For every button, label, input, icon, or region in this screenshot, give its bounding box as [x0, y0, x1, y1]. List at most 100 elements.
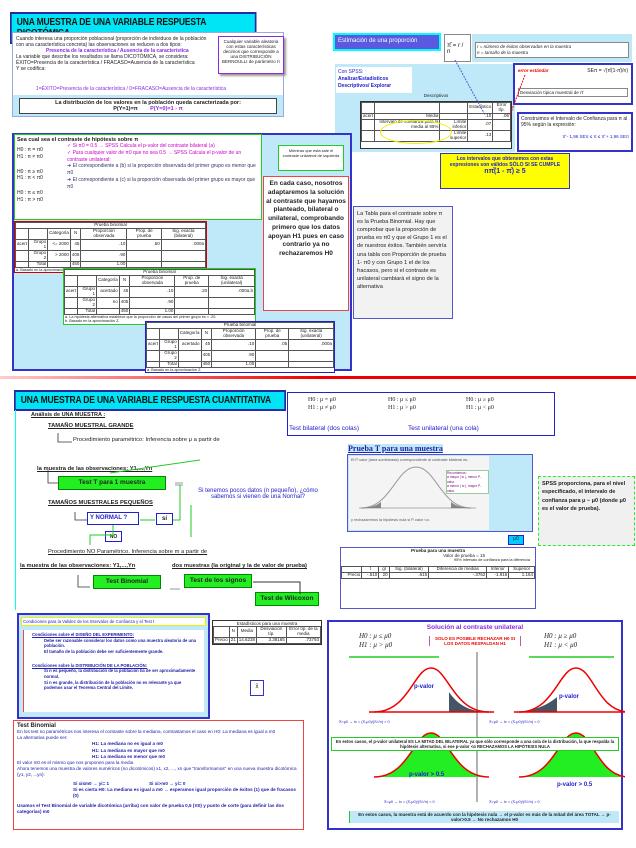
- table-cell: 1.00: [211, 360, 257, 368]
- table-cell: acert: [145, 338, 161, 351]
- binom-line: Si es cierta H0: La mediana es igual a m…: [73, 786, 296, 798]
- param-procedure: Procedimiento paramétrico: Inferencia so…: [73, 437, 220, 443]
- table-title: Prueba binomial: [15, 222, 206, 229]
- table-cell: [208, 296, 255, 309]
- hyp-title: Sea cual sea el contraste de hipótesis s…: [17, 137, 139, 143]
- hyp-left-h1: H1 : μ < μ0: [466, 405, 494, 412]
- unilateral-solution-box: Solución al contraste unilateral H0 : μ …: [327, 620, 625, 830]
- table-header: N: [69, 227, 82, 240]
- binom-rule: Si xi>m0 → yi= 0: [149, 780, 186, 786]
- xbar-label: x̄: [250, 680, 264, 696]
- table-cell: .10: [211, 338, 257, 351]
- binomial-info-box: La Tabla para el contraste sobre π es la…: [353, 206, 453, 319]
- table-cell: .20: [174, 285, 210, 298]
- table-header: Categoría: [177, 327, 202, 340]
- table-cell: [14, 249, 30, 262]
- table-row: acert Grupo 1 acertado 45.10.05.000a: [145, 338, 334, 351]
- intro-line: Cuando interesa una proporción poblacion…: [16, 36, 207, 48]
- hyp-a-h1: H1 : π ≠ π0: [17, 153, 43, 160]
- intro-line: Y se codifica:: [16, 66, 46, 72]
- table-cell: [177, 349, 202, 362]
- table-cell: .06: [492, 112, 511, 120]
- table-cell: acertado: [95, 285, 120, 298]
- mu0-label: μ0: [508, 535, 524, 545]
- two-samples: dos muestras (la original y la de valor …: [172, 563, 307, 569]
- table-cell: .615: [388, 571, 430, 579]
- table-header: Categoría: [47, 227, 71, 240]
- binom-line: La alternativa puede ser:: [17, 735, 68, 741]
- table-header: Sig. exacta (unilateral): [288, 327, 334, 340]
- table-header: [77, 274, 97, 287]
- unilateral-label: Test unilateral (una cola): [408, 425, 479, 432]
- binomial-test-button[interactable]: Test Binomial: [93, 575, 161, 589]
- table-cell: 450: [118, 307, 131, 315]
- table-header: Proporción observada: [211, 327, 257, 340]
- table-cell: .90: [211, 349, 257, 362]
- one-sample-title: Prueba para una muestra: [410, 548, 466, 553]
- table-header: Error típ. de la media: [285, 626, 322, 638]
- observations-2: la muestra de las observaciones: Y1,...,…: [20, 563, 136, 569]
- table-cell: Grupo 1: [28, 238, 49, 251]
- signs-test-button[interactable]: Test de los signos: [184, 574, 252, 588]
- descriptives-title: Descriptivos: [423, 93, 449, 98]
- ci-box: Construimos el Intervalo de Confianza pa…: [517, 112, 633, 152]
- one-sample-test-table: Prueba para una muestra Valor de prueba …: [340, 547, 536, 609]
- table-header: Proporción observada: [129, 274, 176, 287]
- table-cell: 405: [200, 349, 213, 362]
- p-value-gt-label: p-valor > 0.5: [409, 772, 445, 778]
- table-cell: [208, 307, 255, 315]
- hyp-left-h0: H0 : μ ≥ μ0: [466, 397, 494, 403]
- wilcoxon-test-button[interactable]: Test de Wilcoxon: [255, 592, 319, 606]
- table-cell: [492, 129, 511, 142]
- intro-line: Presencia de la característica / Ausenci…: [46, 48, 189, 54]
- spss-path: Analizar/Estadísticos Descriptivos/ Expl…: [338, 75, 392, 89]
- table-cell: [63, 296, 79, 309]
- bilateral-label: Test bilateral (dos colas): [289, 425, 360, 432]
- table-cell: acert: [14, 238, 30, 251]
- def-n: n = tamaño de la muestra: [477, 50, 529, 56]
- table-cell: 20: [378, 571, 390, 579]
- solution-curves: [349, 652, 625, 802]
- table-header: [159, 327, 179, 340]
- arrows: [454, 59, 526, 116]
- table-cell: 45: [69, 238, 82, 251]
- table-header: gl: [378, 566, 390, 573]
- formula: X̄>μ0 → tc = (X̄-μ0)/(S/√n) > 0: [489, 800, 540, 804]
- bernoulli-popup: Cualquier variable aleatoria con estas c…: [218, 36, 284, 74]
- table-header: Inferior: [486, 566, 510, 573]
- def-r: r = número de éxitos observados en la mu…: [477, 44, 572, 49]
- hyp-bilateral-h0: H0 : μ = μ0: [308, 397, 336, 403]
- table-cell: 45: [200, 338, 213, 351]
- table-title: Prueba binomial: [146, 322, 334, 329]
- normal-check: Y NORMAL ?: [87, 512, 139, 525]
- binomial-table-3: Prueba binomial Categoría N Proporción obse…: [145, 321, 335, 374]
- table-row: Total 450 1.00: [63, 307, 255, 315]
- table-row: Grupo 2 > 2000 405.90: [14, 249, 207, 262]
- ci-header: 95% Intervalo de confianza para la difer…: [454, 558, 530, 562]
- table-cell: [360, 118, 376, 131]
- intro-line: ÉXITO=Presencia de la característica / F…: [16, 60, 195, 66]
- design-heading: Condiciones sobre el DISEÑO DEL EXPERIME…: [32, 632, 134, 637]
- table-header: N: [118, 274, 131, 287]
- p1: P(Y=1)=π: [113, 106, 138, 112]
- table-header: Prop. de prueba: [126, 227, 162, 240]
- hyp-bilateral-h1: H1 : μ ≠ μ0: [308, 405, 336, 412]
- table-header: Media: [236, 626, 258, 638]
- test-value: Valor de prueba = 15: [443, 553, 485, 558]
- table-header: Prop. de prueba: [174, 274, 210, 287]
- hyp-b-h1: H1 : π < π0: [17, 175, 43, 182]
- table-cell: Total: [28, 260, 49, 268]
- binom-line: H1: La mediana no es igual a m0: [92, 741, 163, 747]
- table-cell: [160, 249, 207, 262]
- t-test-button[interactable]: Test T para 1 muestra: [58, 476, 166, 490]
- table-cell: .000a: [160, 238, 207, 251]
- p-value-label: p-valor: [559, 694, 580, 700]
- binomial-table-2: Prueba binomial Categoría N Proporción obse…: [63, 268, 256, 325]
- normal-question: Si tenemos pocos datos (n pequeño), ¿cóm…: [198, 488, 318, 500]
- hyp-a-h0: H0 : π = π0: [17, 147, 43, 153]
- table-cell: .10: [80, 238, 128, 251]
- table-cell: .07: [467, 118, 494, 131]
- table-header: [213, 626, 230, 638]
- table-cell: [14, 260, 30, 268]
- table-header: Diferencia de medias: [428, 566, 488, 573]
